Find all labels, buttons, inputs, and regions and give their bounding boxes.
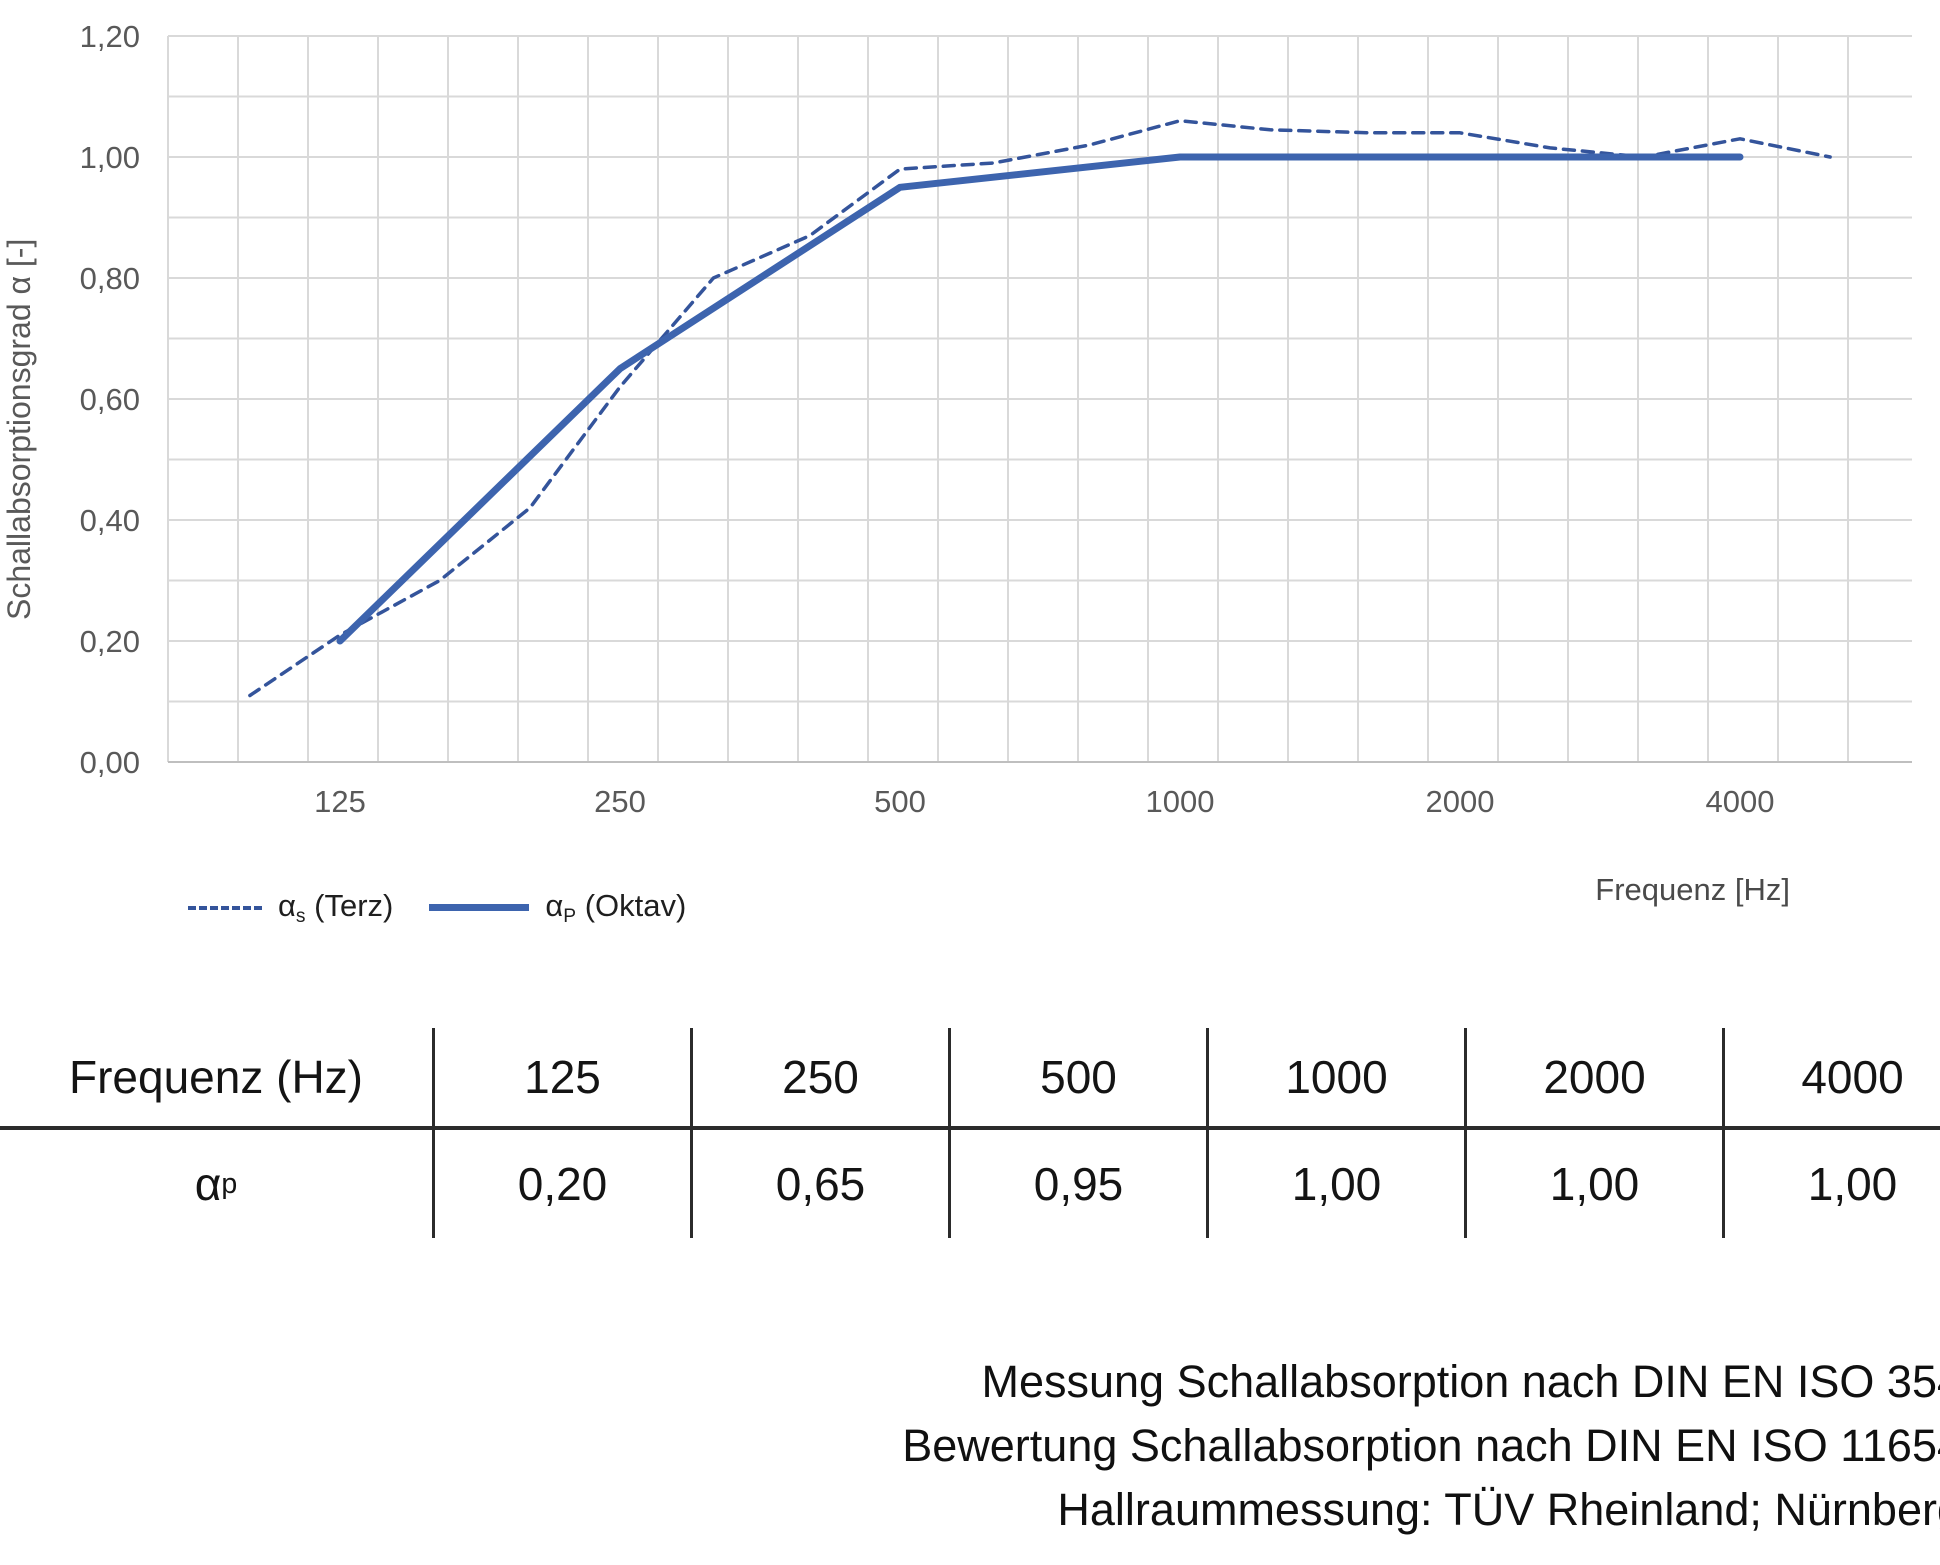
table-header-frequency: Frequenz (Hz) [0, 1028, 432, 1130]
x-tick-label: 2000 [1426, 784, 1495, 819]
solid-line-swatch-icon [429, 904, 530, 912]
chart-series [248, 118, 1832, 698]
chart-legend: αs (Terz) αP (Oktav) [188, 888, 686, 928]
absorption-chart: 0,00 0,20 0,40 0,60 0,80 1,00 1,20 125 250 500 10… [1, 19, 1912, 819]
legend-item-alpha-s: αs (Terz) [188, 888, 393, 928]
x-tick-label: 250 [594, 784, 646, 819]
table-cell-alpha-p-value: 1,00 [1722, 1130, 1940, 1238]
y-axis-tick-labels: 0,00 0,20 0,40 0,60 0,80 1,00 1,20 [80, 19, 140, 780]
table-header-value: 250 [690, 1028, 948, 1130]
dashed-line-swatch-icon [188, 905, 262, 910]
y-tick-label: 0,80 [80, 261, 140, 296]
legend-label-alpha-s: αs (Terz) [278, 888, 394, 927]
table-header-value: 1000 [1206, 1028, 1464, 1130]
note-line-2: Bewertung Schallabsorption nach DIN EN I… [902, 1420, 1940, 1471]
table-header-value: 500 [948, 1028, 1206, 1130]
x-tick-label: 500 [874, 784, 926, 819]
series-alpha-p-oktav-line [336, 153, 1744, 645]
table-header-value: 2000 [1464, 1028, 1722, 1130]
note-line-3: Hallraummessung: TÜV Rheinland; Nürnberg [1057, 1484, 1940, 1535]
y-tick-label: 1,20 [80, 19, 140, 54]
y-tick-label: 1,00 [80, 140, 140, 175]
table-cell-alpha-p-value: 0,95 [948, 1130, 1206, 1238]
x-tick-label: 4000 [1706, 784, 1775, 819]
x-axis-tick-labels: 125 250 500 1000 2000 4000 [314, 784, 1774, 819]
table-cell-alpha-p-value: 0,20 [432, 1130, 690, 1238]
y-tick-label: 0,00 [80, 745, 140, 780]
y-tick-label: 0,60 [80, 382, 140, 417]
table-cell-alpha-p-value: 1,00 [1464, 1130, 1722, 1238]
note-line-1: Messung Schallabsorption nach DIN EN ISO… [981, 1356, 1940, 1407]
legend-item-alpha-p: αP (Oktav) [429, 888, 686, 928]
y-tick-label: 0,40 [80, 503, 140, 538]
table-header-value: 125 [432, 1028, 690, 1130]
chart-gridlines [167, 35, 1912, 763]
table-cell-alpha-p-value: 0,65 [690, 1130, 948, 1238]
x-axis-title: Frequenz [Hz] [1595, 872, 1790, 907]
table-header-value: 4000 [1722, 1028, 1940, 1130]
frequency-table: Frequenz (Hz) 125 250 500 1000 2000 4000 α p 0,20… [0, 1028, 1940, 1238]
measurement-notes: Messung Schallabsorption nach DIN EN ISO… [902, 1350, 1940, 1542]
y-axis-title: Schallabsorptionsgrad α [-] [1, 239, 37, 620]
y-tick-label: 0,20 [80, 624, 140, 659]
table-cell-alpha-p-value: 1,00 [1206, 1130, 1464, 1238]
series-alpha-s-terz-line [248, 118, 1832, 698]
x-tick-label: 125 [314, 784, 366, 819]
x-tick-label: 1000 [1146, 784, 1215, 819]
legend-label-alpha-p: αP (Oktav) [545, 888, 687, 927]
